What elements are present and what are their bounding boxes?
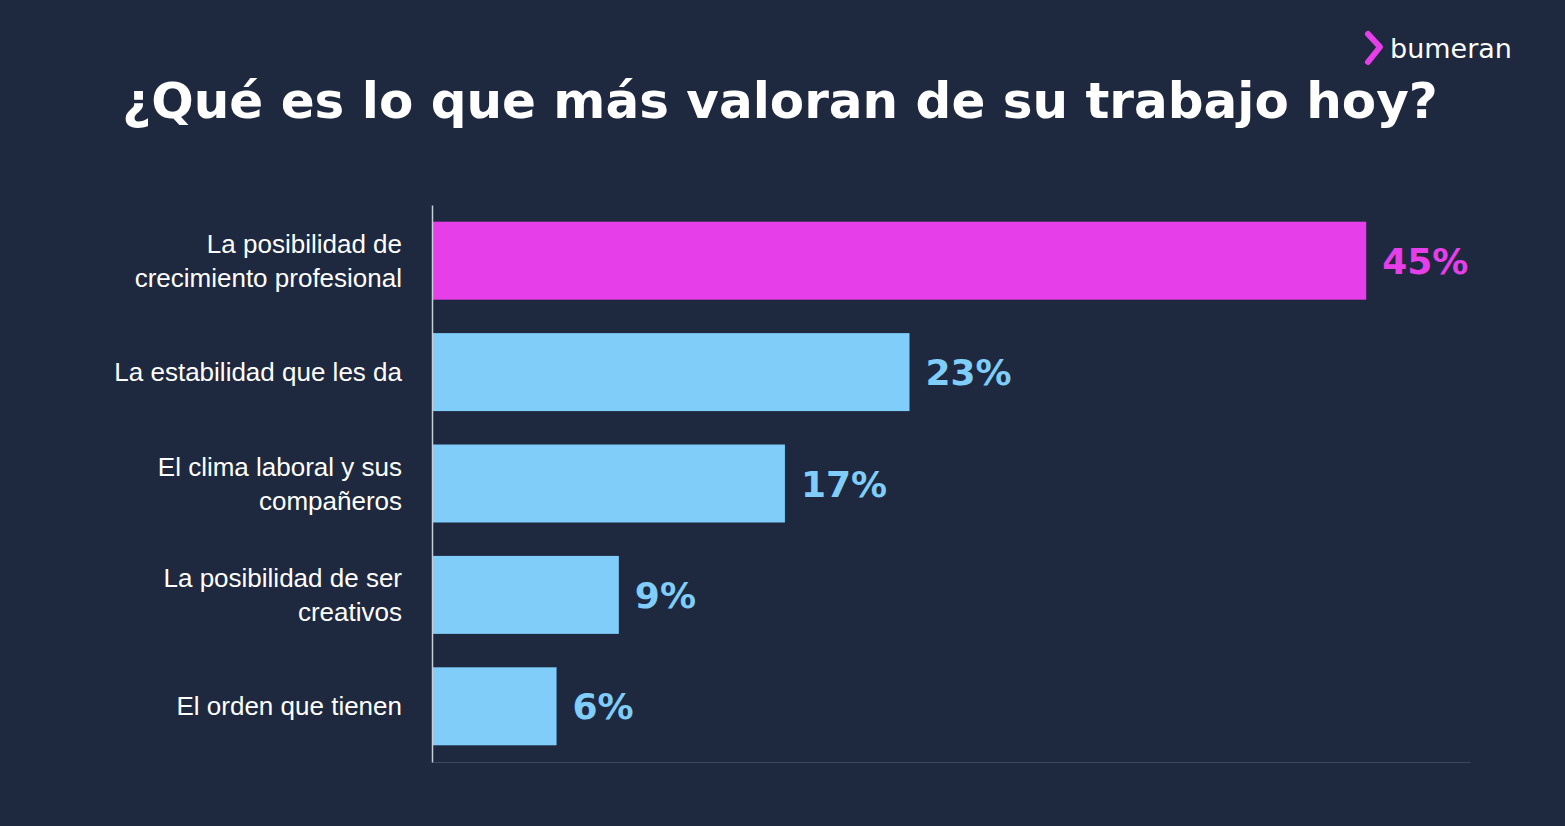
category-label-line: compañeros	[259, 486, 402, 516]
chart: bumeran ¿Qué es lo que más valoran de su …	[0, 0, 1565, 826]
data-label: 9%	[635, 575, 696, 616]
tick: La posibilidad de crecimiento profesional	[135, 229, 432, 293]
bar	[432, 556, 619, 634]
bars	[432, 222, 1366, 746]
y-axis: La posibilidad de crecimiento profesional…	[114, 206, 432, 763]
data-label: 23%	[925, 352, 1011, 393]
bar	[432, 445, 785, 523]
category-label-line: crecimiento profesional	[135, 263, 402, 293]
data-label: 45%	[1382, 241, 1468, 282]
data-label: 17%	[801, 464, 887, 505]
bar	[432, 222, 1366, 300]
y-axis-line	[432, 206, 434, 763]
bar	[432, 667, 557, 745]
title: ¿Qué es lo que más valoran de su trabajo…	[122, 72, 1437, 130]
tick: El orden que tienen	[176, 691, 432, 721]
tick: El clima laboral y sus compañeros	[158, 452, 432, 516]
data-label: 6%	[573, 686, 634, 727]
tick: La posibilidad de ser creativos	[164, 563, 433, 627]
data-labels: 45% 23% 17% 9% 6%	[573, 241, 1469, 728]
x-axis	[433, 762, 1471, 763]
category-label-line: El orden que tienen	[176, 691, 402, 721]
logo-icon	[1368, 34, 1380, 62]
category-label-line: creativos	[298, 597, 402, 627]
x-axis-line	[433, 762, 1471, 763]
category-label: El orden que tienen	[176, 691, 402, 721]
logo-text: bumeran	[1390, 33, 1512, 64]
category-label: El clima laboral y sus compañeros	[158, 452, 402, 516]
category-label: La posibilidad de ser creativos	[164, 563, 403, 627]
bar	[432, 333, 909, 411]
category-label: La posibilidad de crecimiento profesional	[135, 229, 402, 293]
category-label: La estabilidad que les da	[114, 357, 402, 387]
category-label-line: La posibilidad de ser	[164, 563, 403, 593]
logo: bumeran	[1368, 33, 1512, 64]
tick: La estabilidad que les da	[114, 357, 432, 387]
category-label-line: El clima laboral y sus	[158, 452, 402, 482]
category-label-line: La posibilidad de	[207, 229, 402, 259]
background	[0, 0, 1565, 826]
category-label-line: La estabilidad que les da	[114, 357, 402, 387]
